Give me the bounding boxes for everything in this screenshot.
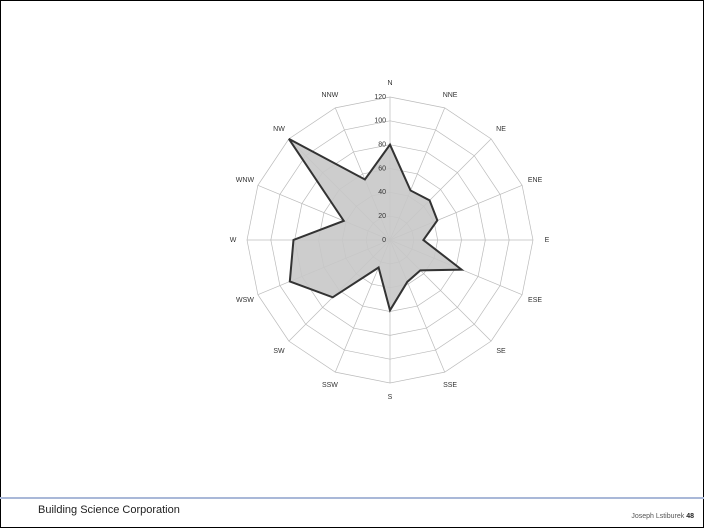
footer-line [0,497,704,499]
category-label: SE [496,348,506,355]
category-label: NE [496,126,506,133]
category-label: E [545,237,550,244]
r-tick-label: 0 [382,237,386,244]
category-label: N [387,80,392,87]
category-label: WNW [236,177,255,184]
category-label: SSW [322,382,338,389]
r-tick-label: 20 [378,213,386,220]
category-label: ESE [528,297,542,304]
category-label: SSE [443,382,457,389]
category-label: S [388,394,393,401]
radar-area [288,138,465,313]
category-label: NNE [443,92,458,99]
category-label: NNW [322,92,339,99]
footer-organization: Building Science Corporation [38,504,180,516]
r-tick-label: 120 [374,94,386,101]
author: Joseph Lstiburek [631,513,685,520]
r-tick-label: 60 [378,165,386,172]
r-tick-label: 40 [378,189,386,196]
r-tick-label: 100 [374,118,386,125]
r-tick-label: 80 [378,142,386,149]
category-label: ENE [528,177,543,184]
category-label: SW [273,348,285,355]
category-label: WSW [236,297,254,304]
category-label: NW [273,126,285,133]
page-number: 48 [686,513,694,520]
footer-author: Joseph Lstiburek 48 [631,513,694,520]
category-label: W [230,237,237,244]
